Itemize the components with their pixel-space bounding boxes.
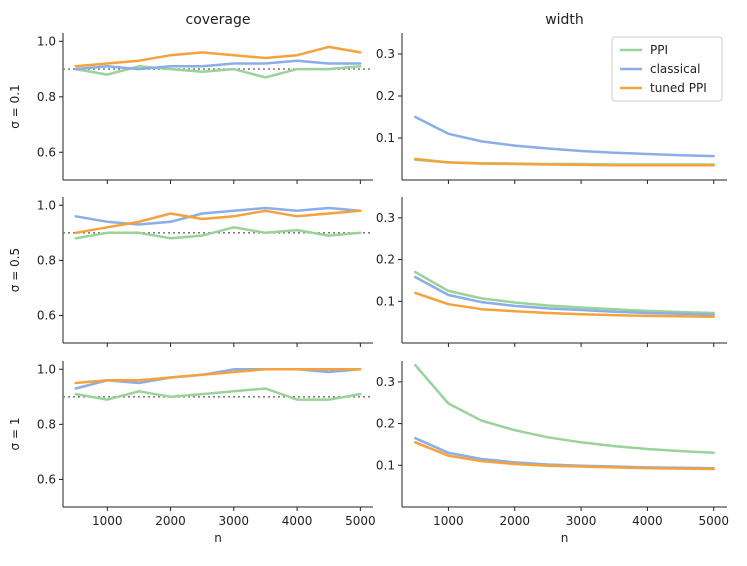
- coverage-r2-series-classical: [74, 206, 362, 226]
- x-axis-label-coverage: n: [214, 531, 222, 545]
- column-title-width: width: [545, 12, 584, 28]
- width-r3-xtick-label-4: 4000: [632, 514, 663, 528]
- coverage-r1-ytick-label-3: 1.0: [37, 34, 56, 48]
- legend-label-ppi: PPI: [650, 43, 668, 57]
- width-r3-series-tuned-ppi: [414, 441, 715, 471]
- legend-box: [611, 36, 723, 102]
- coverage-r3-ytick-label-2: 0.8: [37, 417, 56, 431]
- width-r3-xtick-label-5: 5000: [698, 514, 729, 528]
- width-r3-ytick-label-1: 0.1: [376, 458, 395, 472]
- coverage-r3-xtick-label-4: 4000: [282, 514, 313, 528]
- width-r2-series-tuned-ppi: [414, 291, 715, 318]
- width-r1-ytick-label-2: 0.2: [376, 89, 395, 103]
- width-r1-ytick-label-3: 0.3: [376, 47, 395, 61]
- width-r3-series-ppi: [414, 363, 715, 455]
- coverage-r1-series-ppi: [74, 65, 362, 79]
- coverage-r3-xtick-label-1: 1000: [92, 514, 123, 528]
- width-r2-series-ppi: [414, 270, 715, 315]
- coverage-r1-ytick-label-1: 0.6: [37, 145, 56, 159]
- coverage-r1-series-tuned-ppi: [74, 45, 362, 68]
- x-axis-label-width: n: [561, 531, 569, 545]
- width-r1-series-tuned-ppi: [414, 157, 715, 167]
- row-label-sigma-3: σ = 1: [8, 418, 22, 451]
- legend-label-tuned-ppi: tuned PPI: [650, 81, 707, 95]
- width-r3-xtick-label-2: 2000: [499, 514, 530, 528]
- width-r1-series-classical: [414, 115, 715, 158]
- width-r2-ytick-label-3: 0.3: [376, 211, 395, 225]
- coverage-r3-series-classical: [74, 368, 362, 390]
- coverage-r2-series-tuned-ppi: [74, 209, 362, 235]
- coverage-r2-ytick-label-2: 0.8: [37, 253, 56, 267]
- coverage-r3-xtick-label-3: 3000: [219, 514, 250, 528]
- width-r3-ytick-label-2: 0.2: [376, 417, 395, 431]
- coverage-r1-ytick-label-2: 0.8: [37, 90, 56, 104]
- coverage-r2-ytick-label-1: 0.6: [37, 308, 56, 322]
- width-r3-xtick-label-1: 1000: [433, 514, 464, 528]
- width-r2-ytick-label-1: 0.1: [376, 294, 395, 308]
- row-label-sigma-1: σ = 0.1: [8, 84, 22, 128]
- width-r3-xtick-label-3: 3000: [566, 514, 597, 528]
- coverage-r3-series-ppi: [74, 387, 362, 401]
- width-r1-ytick-label-1: 0.1: [376, 131, 395, 145]
- coverage-r3-xtick-label-2: 2000: [155, 514, 186, 528]
- coverage-r3-ytick-label-3: 1.0: [37, 362, 56, 376]
- coverage-r2-series-ppi: [74, 226, 362, 240]
- width-r3-series-classical: [414, 436, 715, 470]
- width-r2-ytick-label-2: 0.2: [376, 253, 395, 267]
- coverage-r3-xtick-label-5: 5000: [345, 514, 376, 528]
- coverage-r1-series-classical: [74, 59, 362, 71]
- row-label-sigma-2: σ = 0.5: [8, 248, 22, 292]
- coverage-r3-series-tuned-ppi: [74, 368, 362, 385]
- coverage-r2-ytick-label-3: 1.0: [37, 198, 56, 212]
- width-r3-ytick-label-3: 0.3: [376, 375, 395, 389]
- column-title-coverage: coverage: [186, 12, 251, 28]
- width-r2-series-classical: [414, 275, 715, 316]
- legend-label-classical: classical: [650, 62, 700, 76]
- coverage-r3-ytick-label-1: 0.6: [37, 472, 56, 486]
